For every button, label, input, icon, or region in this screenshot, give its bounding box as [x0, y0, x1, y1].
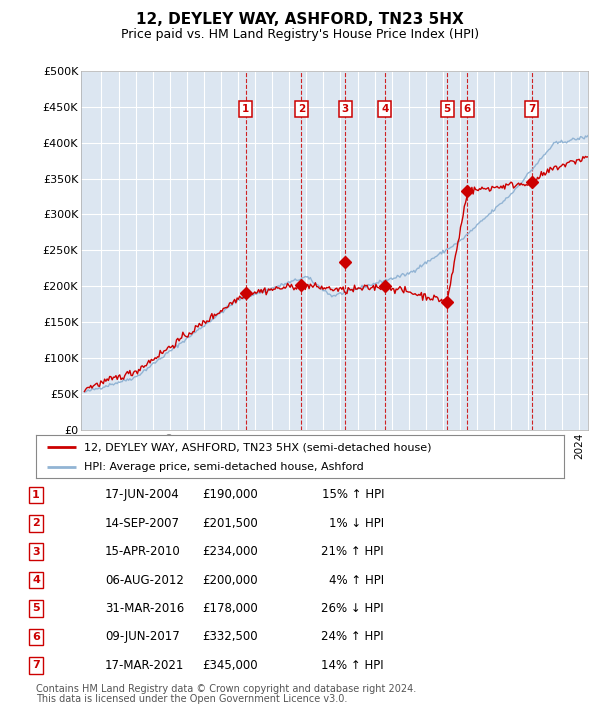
Text: 17-MAR-2021: 17-MAR-2021: [105, 659, 184, 672]
Text: 4: 4: [381, 104, 389, 114]
Text: HPI: Average price, semi-detached house, Ashford: HPI: Average price, semi-detached house,…: [83, 462, 363, 472]
Text: £200,000: £200,000: [202, 574, 258, 586]
Text: 17-JUN-2004: 17-JUN-2004: [105, 488, 180, 501]
Text: 09-JUN-2017: 09-JUN-2017: [105, 630, 180, 643]
Text: 6: 6: [32, 632, 40, 642]
Text: 4: 4: [32, 575, 40, 585]
Text: 5: 5: [443, 104, 451, 114]
Text: 31-MAR-2016: 31-MAR-2016: [105, 602, 184, 615]
Text: 2: 2: [298, 104, 305, 114]
Text: 6: 6: [464, 104, 471, 114]
Text: £201,500: £201,500: [202, 517, 258, 530]
Text: 3: 3: [342, 104, 349, 114]
Text: 15-APR-2010: 15-APR-2010: [105, 545, 181, 558]
Text: Contains HM Land Registry data © Crown copyright and database right 2024.: Contains HM Land Registry data © Crown c…: [36, 684, 416, 694]
Text: 5: 5: [32, 604, 40, 613]
Text: 1% ↓ HPI: 1% ↓ HPI: [329, 517, 384, 530]
Text: 21% ↑ HPI: 21% ↑ HPI: [322, 545, 384, 558]
Text: 4% ↑ HPI: 4% ↑ HPI: [329, 574, 384, 586]
Text: 15% ↑ HPI: 15% ↑ HPI: [322, 488, 384, 501]
Text: 1: 1: [242, 104, 250, 114]
Text: £178,000: £178,000: [202, 602, 258, 615]
Text: 14% ↑ HPI: 14% ↑ HPI: [322, 659, 384, 672]
Text: Price paid vs. HM Land Registry's House Price Index (HPI): Price paid vs. HM Land Registry's House …: [121, 28, 479, 40]
Text: £190,000: £190,000: [202, 488, 258, 501]
Text: 3: 3: [32, 547, 40, 557]
Text: 7: 7: [528, 104, 536, 114]
Text: 12, DEYLEY WAY, ASHFORD, TN23 5HX: 12, DEYLEY WAY, ASHFORD, TN23 5HX: [136, 12, 464, 28]
Text: £345,000: £345,000: [202, 659, 258, 672]
Text: 2: 2: [32, 518, 40, 528]
Text: 06-AUG-2012: 06-AUG-2012: [105, 574, 184, 586]
Text: 12, DEYLEY WAY, ASHFORD, TN23 5HX (semi-detached house): 12, DEYLEY WAY, ASHFORD, TN23 5HX (semi-…: [83, 442, 431, 452]
Text: 14-SEP-2007: 14-SEP-2007: [105, 517, 180, 530]
Text: 26% ↓ HPI: 26% ↓ HPI: [322, 602, 384, 615]
Text: 7: 7: [32, 660, 40, 670]
Text: This data is licensed under the Open Government Licence v3.0.: This data is licensed under the Open Gov…: [36, 694, 347, 704]
Text: 1: 1: [32, 490, 40, 500]
Text: £234,000: £234,000: [202, 545, 258, 558]
Text: £332,500: £332,500: [202, 630, 258, 643]
Text: 24% ↑ HPI: 24% ↑ HPI: [322, 630, 384, 643]
